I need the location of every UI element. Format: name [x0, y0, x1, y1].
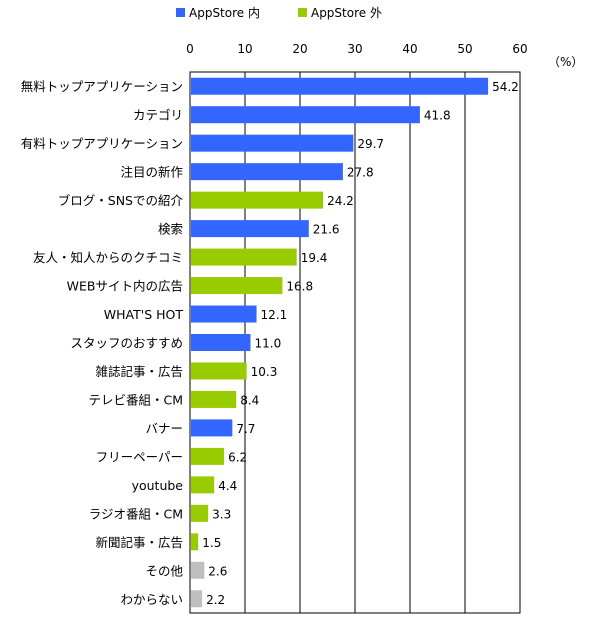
value-label-15: 3.3 [212, 507, 231, 521]
value-label-7: 16.8 [286, 280, 313, 294]
value-label-18: 2.2 [206, 593, 225, 607]
bar-1 [191, 106, 420, 124]
bar-0 [191, 77, 489, 95]
category-label-5: 検索 [158, 222, 183, 237]
legend-swatch-inside [176, 8, 185, 17]
value-label-4: 24.2 [327, 194, 354, 208]
legend-item-outside: AppStore 外 [297, 4, 382, 21]
legend-label-inside: AppStore 内 [189, 6, 260, 20]
value-label-16: 1.5 [202, 536, 221, 550]
bar-17 [191, 561, 205, 579]
category-label-13: フリーペーパー [96, 449, 183, 464]
x-tick-label-5: 50 [457, 42, 472, 56]
category-label-14: youtube [132, 478, 184, 493]
category-label-18: わからない [120, 592, 183, 607]
bar-8 [191, 305, 257, 323]
bar-2 [191, 134, 354, 152]
category-label-1: カテゴリ [133, 108, 183, 123]
bar-14 [191, 476, 215, 494]
bar-15 [191, 504, 209, 522]
category-label-2: 有料トップアプリケーション [21, 136, 183, 151]
category-label-16: 新聞記事・広告 [95, 535, 183, 550]
value-label-9: 11.0 [255, 337, 282, 351]
unit-label: （%） [548, 55, 584, 69]
value-label-3: 27.8 [347, 166, 374, 180]
category-label-12: バナー [145, 421, 183, 436]
bar-4 [191, 191, 324, 209]
bar-3 [191, 163, 343, 181]
x-tick-label-0: 0 [186, 42, 194, 56]
category-label-8: WHAT'S HOT [104, 307, 184, 322]
x-tick-label-1: 10 [237, 42, 252, 56]
legend: AppStore 内 AppStore 外 [176, 4, 382, 21]
bar-7 [191, 277, 283, 295]
category-label-10: 雑誌記事・広告 [95, 364, 183, 379]
bar-9 [191, 334, 251, 351]
value-label-13: 6.2 [228, 450, 247, 464]
bar-12 [191, 419, 233, 437]
legend-swatch-outside [297, 8, 307, 17]
plot-border [189, 71, 521, 614]
x-tick-label-3: 30 [347, 42, 362, 56]
category-label-11: テレビ番組・CM [88, 392, 183, 407]
category-label-7: WEBサイト内の広告 [67, 279, 183, 294]
category-label-4: ブログ・SNSでの紹介 [58, 193, 184, 208]
bar-18 [191, 590, 203, 608]
value-label-17: 2.6 [208, 564, 227, 578]
legend-label-outside: AppStore 外 [310, 6, 382, 20]
value-label-0: 54.2 [492, 80, 519, 94]
category-label-9: スタッフのおすすめ [70, 336, 183, 351]
category-label-6: 友人・知人からのクチコミ [33, 250, 183, 265]
bar-6 [191, 248, 297, 266]
value-label-14: 4.4 [218, 479, 237, 493]
category-label-0: 無料トップアプリケーション [21, 79, 183, 94]
value-label-6: 19.4 [301, 251, 328, 265]
value-label-12: 7.7 [236, 422, 255, 436]
x-tick-label-6: 60 [512, 42, 527, 56]
value-label-1: 41.8 [424, 109, 451, 123]
value-label-11: 8.4 [240, 393, 259, 407]
category-label-3: 注目の新作 [120, 165, 183, 180]
x-tick-label-4: 40 [402, 42, 417, 56]
bar-5 [191, 220, 309, 238]
x-tick-label-2: 20 [292, 42, 307, 56]
bar-13 [191, 447, 225, 465]
value-label-2: 29.7 [357, 137, 384, 151]
category-label-17: その他 [145, 563, 183, 578]
value-label-10: 10.3 [251, 365, 278, 379]
value-label-8: 12.1 [261, 308, 288, 322]
bar-11 [191, 390, 237, 408]
category-label-15: ラジオ番組・CM [89, 506, 183, 521]
value-label-5: 21.6 [313, 223, 340, 237]
bar-16 [191, 533, 199, 551]
bar-10 [191, 362, 247, 380]
legend-item-inside: AppStore 内 [176, 4, 260, 21]
